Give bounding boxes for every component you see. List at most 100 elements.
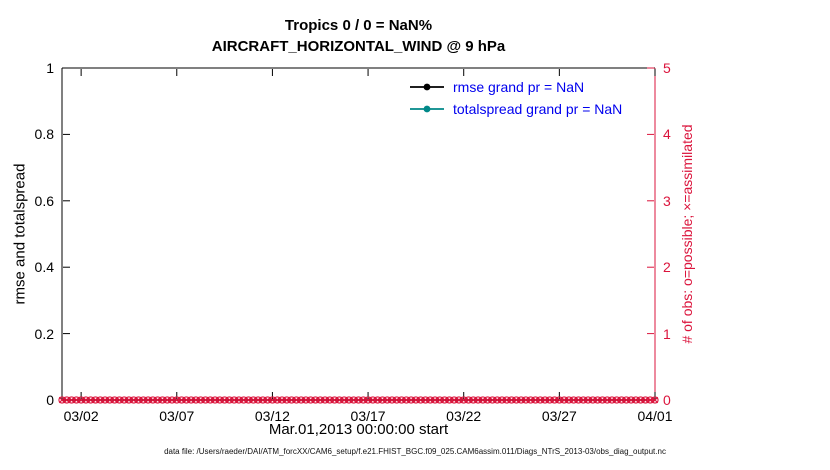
assimilated-obs-marker: [58, 396, 66, 404]
possible-obs-marker: [627, 396, 635, 404]
assimilated-obs-marker: [259, 396, 267, 404]
possible-obs-marker: [120, 396, 128, 404]
assimilated-obs-marker: [584, 396, 592, 404]
y-right-tick-label: 0: [663, 392, 671, 408]
assimilated-obs-marker: [384, 396, 391, 404]
possible-obs-marker: [565, 396, 573, 404]
assimilated-obs-marker: [269, 396, 276, 404]
possible-obs-marker: [263, 396, 272, 404]
assimilated-obs-marker: [302, 396, 310, 404]
possible-obs-marker: [646, 396, 654, 404]
assimilated-obs-marker: [603, 396, 611, 404]
legend: rmse grand pr = NaN totalspread grand pr…: [410, 76, 622, 120]
possible-obs-marker: [235, 396, 243, 404]
possible-obs-marker: [570, 396, 578, 404]
assimilated-obs-marker: [130, 396, 137, 404]
possible-obs-marker: [637, 396, 645, 404]
assimilated-obs-marker: [264, 396, 271, 404]
x-tick-label: 03/22: [446, 408, 482, 424]
possible-obs-marker: [240, 396, 248, 404]
possible-obs-marker: [512, 396, 520, 404]
assimilated-obs-marker: [73, 396, 80, 404]
assimilated-obs-marker: [446, 396, 453, 404]
assimilated-obs-marker: [350, 396, 357, 404]
assimilated-obs-marker: [202, 396, 209, 404]
assimilated-obs-marker: [412, 396, 420, 404]
assimilated-obs-marker: [274, 396, 281, 404]
assimilated-obs-marker: [230, 396, 238, 404]
assimilated-obs-marker: [192, 396, 200, 404]
possible-obs-marker: [579, 396, 587, 404]
possible-obs-marker: [163, 396, 171, 404]
possible-obs-marker: [440, 396, 449, 404]
assimilated-obs-marker: [97, 396, 104, 404]
possible-obs-marker: [197, 396, 205, 404]
assimilated-obs-marker: [546, 396, 553, 404]
assimilated-obs-marker: [355, 396, 362, 404]
assimilated-obs-marker: [541, 396, 549, 404]
possible-obs-marker: [77, 396, 85, 404]
possible-obs-marker: [598, 396, 607, 404]
assimilated-obs-marker: [187, 396, 195, 404]
possible-obs-marker: [426, 396, 434, 404]
assimilated-obs-marker: [82, 396, 90, 404]
assimilated-obs-marker: [77, 396, 85, 404]
possible-obs-marker: [182, 396, 190, 404]
y-axis-label-left: rmse and totalspread: [11, 163, 29, 305]
assimilated-obs-marker: [135, 396, 142, 404]
assimilated-obs-marker: [556, 396, 563, 404]
assimilated-obs-marker: [140, 396, 147, 404]
assimilated-obs-marker: [517, 396, 525, 404]
possible-obs-marker: [292, 396, 300, 404]
assimilated-obs-marker: [288, 396, 295, 404]
assimilated-obs-marker: [527, 396, 534, 404]
possible-obs-marker: [464, 396, 473, 404]
assimilated-obs-marker: [207, 396, 214, 404]
assimilated-obs-marker: [460, 396, 467, 404]
assimilated-obs-marker: [379, 396, 386, 404]
possible-obs-marker: [345, 396, 353, 404]
possible-obs-marker: [244, 396, 253, 404]
y-right-tick-label: 3: [663, 192, 671, 209]
possible-obs-marker: [431, 396, 439, 404]
totalspread-line-sample: [410, 105, 444, 113]
assimilated-obs-marker: [618, 396, 625, 404]
possible-obs-marker: [412, 396, 420, 404]
possible-obs-marker: [517, 396, 525, 404]
possible-obs-marker: [455, 396, 463, 404]
possible-obs-marker: [354, 396, 363, 404]
assimilated-obs-marker: [580, 396, 587, 404]
possible-obs-marker: [139, 396, 147, 404]
possible-obs-marker: [115, 396, 124, 404]
possible-obs-marker: [402, 396, 410, 404]
assimilated-obs-marker: [178, 396, 185, 404]
possible-obs-marker: [316, 396, 324, 404]
possible-obs-marker: [541, 396, 549, 404]
assimilated-obs-marker: [250, 396, 257, 404]
possible-obs-marker: [307, 396, 315, 404]
possible-obs-marker: [273, 396, 281, 404]
chart-title: Tropics 0 / 0 = NaN%: [284, 17, 433, 34]
possible-obs-marker: [378, 396, 387, 404]
assimilated-obs-marker: [374, 396, 381, 404]
possible-obs-marker: [87, 396, 95, 404]
assimilated-obs-marker: [116, 396, 123, 404]
possible-obs-marker: [474, 396, 482, 404]
legend-label-totalspread: totalspread grand pr = NaN: [453, 101, 623, 117]
possible-obs-marker: [206, 396, 214, 404]
possible-obs-marker: [550, 396, 559, 404]
assimilated-obs-marker: [441, 396, 448, 404]
assimilated-obs-marker: [111, 396, 118, 404]
assimilated-obs-marker: [144, 396, 152, 404]
assimilated-obs-marker: [197, 396, 204, 404]
assimilated-obs-marker: [183, 396, 190, 404]
possible-obs-marker: [407, 396, 415, 404]
assimilated-obs-marker: [484, 396, 491, 404]
assimilated-obs-marker: [599, 396, 606, 404]
possible-obs-marker: [350, 396, 358, 404]
y-right-tick-label: 4: [663, 126, 671, 143]
y-left-tick-label: 0.2: [34, 325, 54, 342]
assimilated-obs-marker: [393, 396, 400, 404]
x-tick-label: 03/07: [159, 408, 195, 424]
assimilated-obs-marker: [345, 396, 353, 404]
